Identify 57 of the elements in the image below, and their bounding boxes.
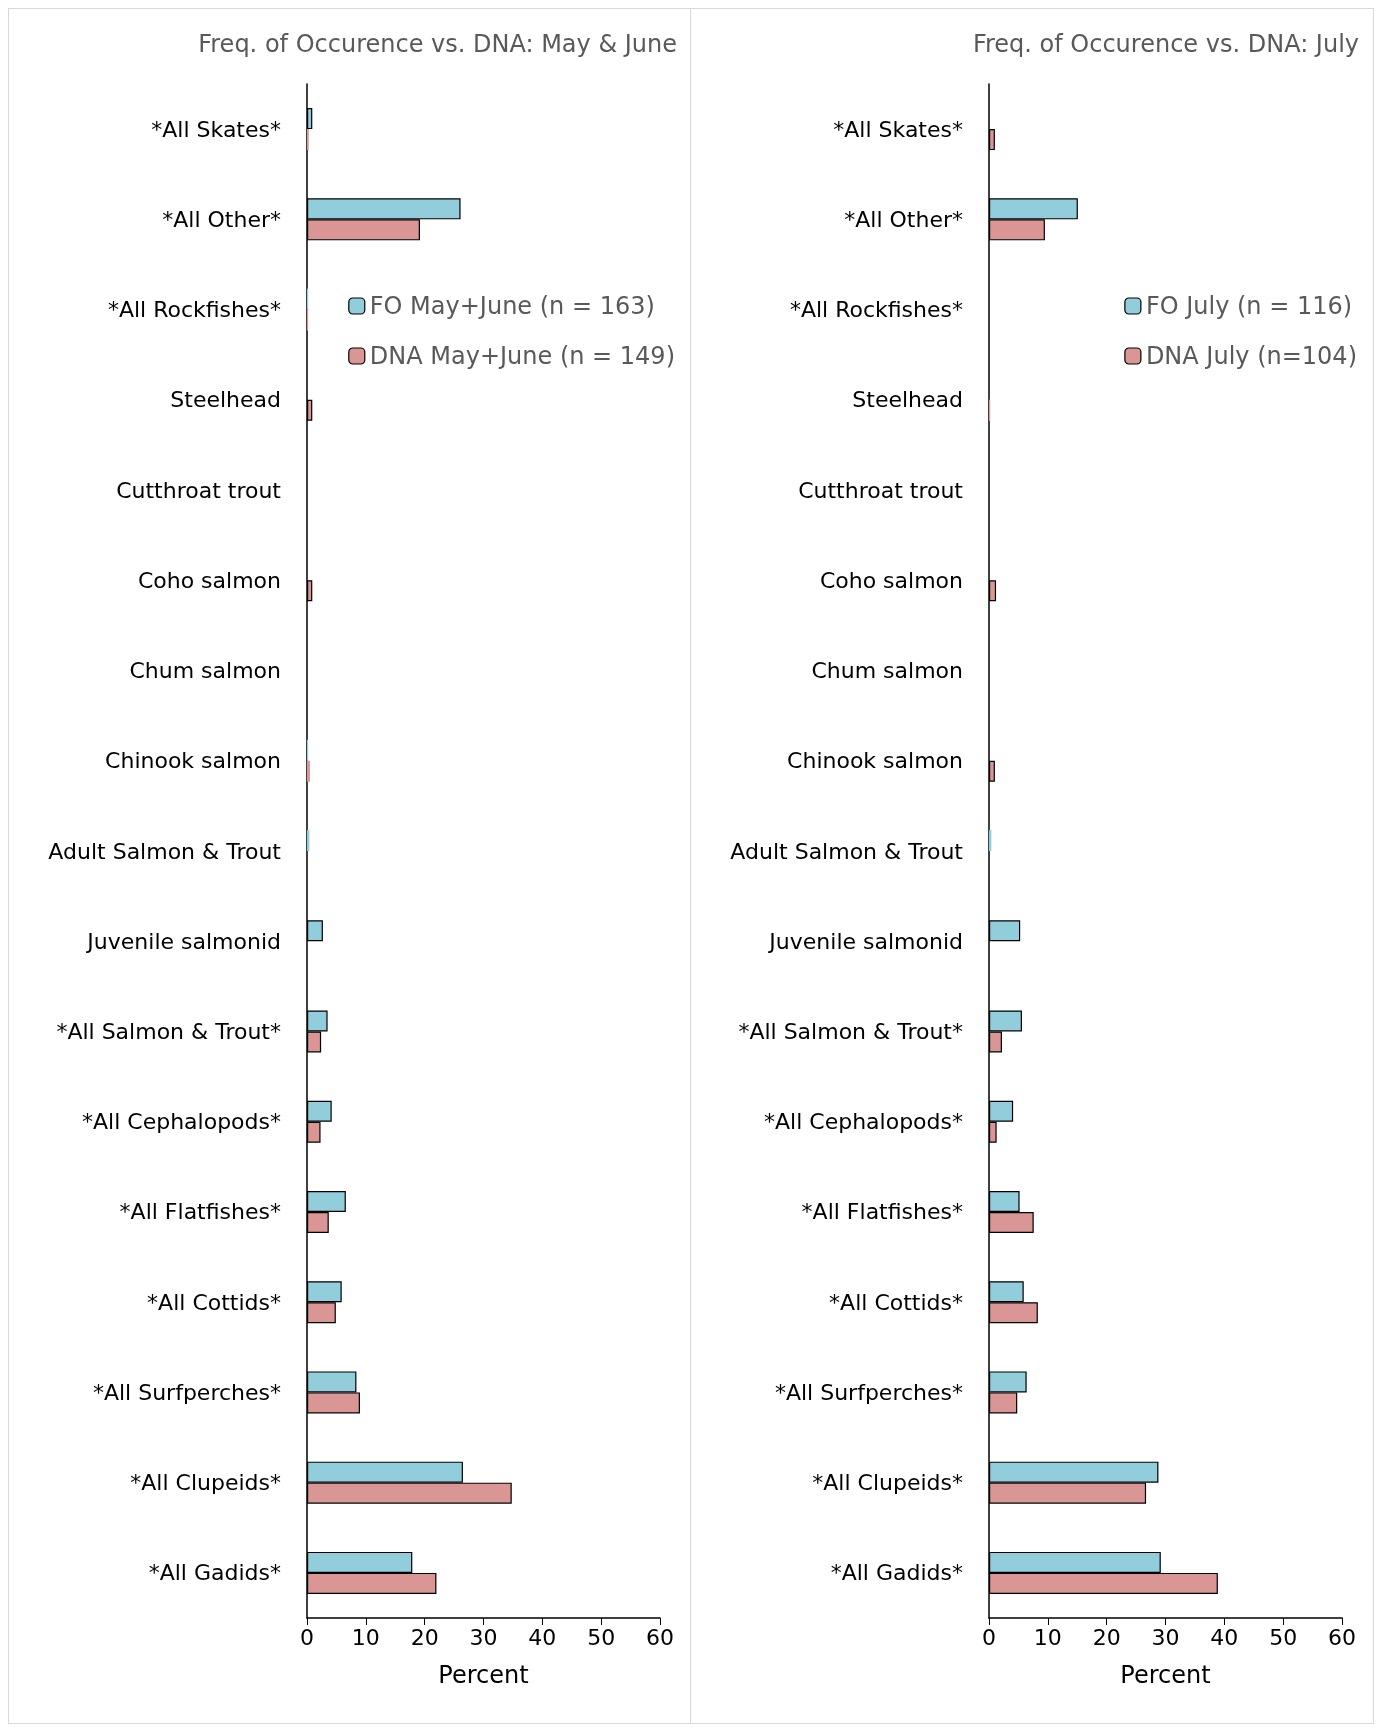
y-tick-label: Chum salmon — [811, 658, 963, 684]
y-tick-label: *All Cephalopods* — [764, 1109, 963, 1135]
x-tick-label: 40 — [528, 1624, 557, 1650]
x-tick-label: 40 — [1210, 1624, 1239, 1650]
x-tick-label: 60 — [646, 1624, 674, 1650]
y-tick-label: *All Other* — [162, 206, 281, 232]
y-tick-label: *All Clupeids* — [812, 1470, 963, 1496]
x-tick-label: 50 — [587, 1624, 616, 1650]
y-tick-label: Chinook salmon — [787, 748, 963, 774]
y-tick-label: *All Cephalopods* — [82, 1109, 281, 1135]
y-tick-label: *All Clupeids* — [130, 1470, 281, 1496]
y-tick-label: Coho salmon — [819, 567, 963, 593]
y-tick-label: *All Flatfishes* — [801, 1199, 963, 1225]
y-tick-label: Adult Salmon & Trout — [730, 838, 964, 864]
y-tick-label: Juvenile salmonid — [85, 928, 281, 954]
y-tick-label: Cutthroat trout — [116, 477, 282, 503]
y-tick-label: *All Cottids* — [147, 1289, 281, 1315]
y-tick-label: *All Other* — [844, 206, 963, 232]
x-tick-label: 30 — [1151, 1624, 1180, 1650]
chart-title: Freq. of Occurence vs. DNA: July — [972, 30, 1360, 58]
y-tick-label: *All Flatfishes* — [119, 1199, 281, 1225]
x-tick-label: 0 — [982, 1624, 996, 1650]
x-tick-label: 0 — [300, 1624, 314, 1650]
y-tick-label: *All Skates* — [151, 116, 281, 142]
y-tick-label: *All Cottids* — [829, 1289, 963, 1315]
y-tick-label: Chinook salmon — [105, 748, 281, 774]
y-tick-label: *All Salmon & Trout* — [56, 1018, 281, 1044]
legend-label: FO July (n = 116) — [1145, 292, 1353, 320]
x-tick-label: 30 — [469, 1624, 498, 1650]
y-tick-label: Cutthroat trout — [798, 477, 964, 503]
bar — [307, 760, 310, 782]
chart-title: Freq. of Occurence vs. DNA: May & June — [198, 30, 677, 58]
y-tick-label: *All Surfperches* — [774, 1379, 963, 1405]
y-tick-label: *All Surfperches* — [92, 1379, 281, 1405]
y-tick-label: Coho salmon — [137, 567, 281, 593]
legend-label: DNA May+June (n = 149) — [369, 342, 675, 370]
y-tick-label: *All Gadids* — [830, 1560, 963, 1586]
y-tick-label: Chum salmon — [129, 658, 281, 684]
y-tick-label: Steelhead — [852, 387, 963, 413]
legend-label: FO May+June (n = 163) — [369, 292, 655, 320]
legend-label: DNA July (n=104) — [1145, 342, 1357, 370]
x-axis-title: Percent — [438, 1661, 529, 1689]
y-tick-label: *All Salmon & Trout* — [738, 1018, 963, 1044]
x-tick-label: 10 — [351, 1624, 380, 1650]
x-tick-label: 60 — [1328, 1624, 1356, 1650]
x-axis-title: Percent — [1120, 1661, 1211, 1689]
x-tick-label: 50 — [1269, 1624, 1298, 1650]
y-tick-label: Steelhead — [170, 387, 281, 413]
x-tick-label: 20 — [410, 1624, 439, 1650]
y-tick-label: Juvenile salmonid — [767, 928, 963, 954]
y-tick-label: *All Rockfishes* — [789, 297, 963, 323]
y-tick-label: *All Rockfishes* — [107, 297, 281, 323]
y-tick-label: *All Gadids* — [148, 1560, 281, 1586]
y-tick-label: *All Skates* — [833, 116, 963, 142]
y-tick-label: Adult Salmon & Trout — [48, 838, 282, 864]
x-tick-label: 20 — [1092, 1624, 1121, 1650]
x-tick-label: 10 — [1033, 1624, 1062, 1650]
